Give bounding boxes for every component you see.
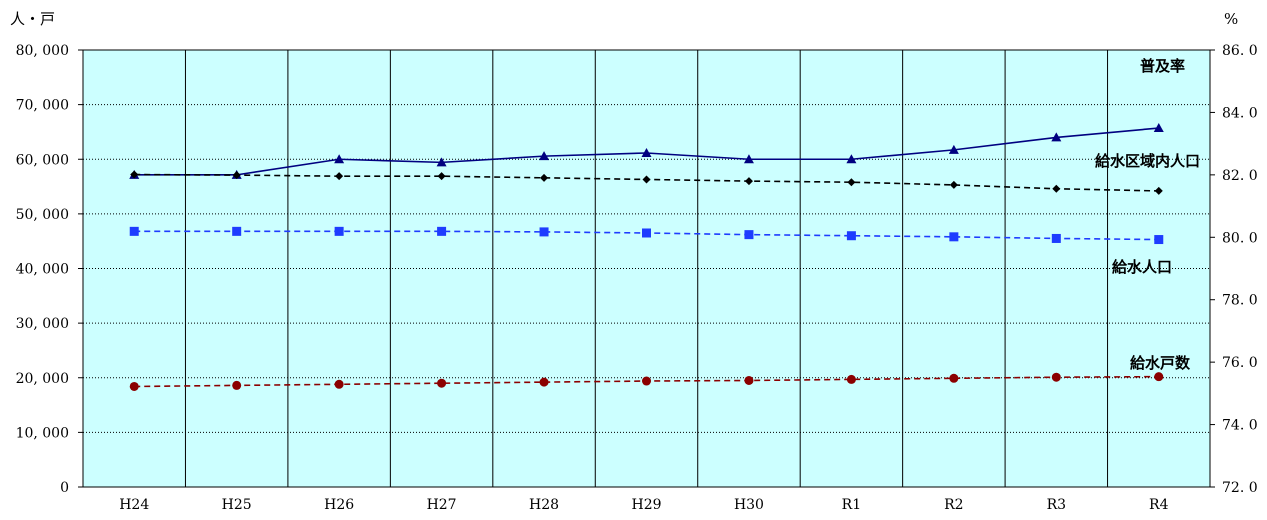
data-point-circle	[642, 376, 651, 386]
data-point-diamond	[437, 172, 446, 181]
right-tick-label: 74. 0	[1222, 418, 1258, 434]
x-tick-label: R3	[1047, 497, 1066, 513]
data-point-circle	[437, 378, 447, 388]
x-tick-label: R1	[842, 497, 861, 513]
data-point-triangle	[436, 157, 447, 167]
data-point-square	[334, 226, 344, 236]
left-tick-label: 40, 000	[16, 262, 69, 278]
data-point-triangle	[334, 154, 345, 164]
x-tick-label: H29	[631, 497, 661, 513]
data-point-circle	[232, 380, 242, 390]
data-point-triangle	[641, 148, 652, 158]
data-point-square	[949, 232, 959, 242]
data-point-circle	[334, 379, 344, 389]
data-point-square	[846, 231, 856, 241]
x-tick-label: H27	[427, 497, 457, 513]
left-tick-label: 30, 000	[16, 316, 69, 332]
x-tick-label: H28	[529, 497, 559, 513]
data-point-circle	[846, 374, 856, 384]
left-tick-label: 20, 000	[16, 371, 69, 387]
data-point-diamond	[130, 170, 139, 179]
x-tick-label: H26	[324, 497, 354, 513]
right-tick-label: 78. 0	[1222, 293, 1258, 309]
data-point-triangle	[539, 151, 550, 161]
data-point-diamond	[744, 177, 753, 186]
series-label: 給水区域内人口	[1095, 152, 1200, 170]
data-point-circle	[539, 377, 549, 387]
data-point-diamond	[335, 172, 344, 181]
left-tick-label: 10, 000	[16, 425, 69, 441]
data-point-triangle	[743, 154, 754, 164]
right-tick-label: 82. 0	[1222, 168, 1258, 184]
data-point-triangle	[1051, 132, 1062, 142]
data-point-square	[744, 230, 754, 240]
series-label: 給水人口	[1112, 258, 1172, 276]
left-tick-label: 60, 000	[16, 152, 69, 168]
x-tick-label: H30	[734, 497, 764, 513]
data-point-circle	[1051, 372, 1061, 382]
data-point-triangle	[948, 144, 959, 154]
data-point-square	[129, 226, 139, 236]
series-label: 普及率	[1140, 57, 1185, 75]
data-point-circle	[949, 373, 959, 383]
data-point-square	[232, 226, 242, 236]
data-point-diamond	[1052, 184, 1061, 193]
left-tick-label: 0	[60, 480, 69, 496]
right-tick-label: 72. 0	[1222, 480, 1258, 496]
data-point-square	[1051, 233, 1061, 243]
data-point-triangle	[846, 154, 857, 164]
data-point-square	[642, 228, 651, 238]
data-point-diamond	[847, 178, 856, 187]
data-point-square	[539, 227, 549, 237]
data-point-square	[437, 226, 447, 236]
data-point-triangle	[1153, 123, 1164, 133]
series-label: 給水戸数	[1130, 354, 1191, 372]
plot-border	[82, 49, 1211, 488]
right-tick-label: 80. 0	[1222, 230, 1258, 246]
data-point-diamond	[1154, 186, 1163, 195]
right-tick-label: 84. 0	[1222, 105, 1258, 121]
left-axis-unit: 人・戸	[10, 10, 55, 28]
data-point-diamond	[540, 173, 549, 182]
data-point-diamond	[232, 171, 241, 180]
right-tick-label: 76. 0	[1222, 355, 1258, 371]
right-axis-unit: %	[1224, 10, 1238, 28]
data-point-circle	[744, 375, 754, 385]
x-tick-label: R2	[944, 497, 963, 513]
data-point-circle	[1154, 372, 1164, 382]
left-tick-label: 70, 000	[16, 98, 69, 114]
data-point-circle	[129, 381, 139, 391]
data-point-diamond	[949, 180, 958, 189]
x-tick-label: H25	[222, 497, 252, 513]
x-tick-label: R4	[1149, 497, 1169, 513]
left-tick-label: 80, 000	[16, 43, 69, 59]
left-tick-label: 50, 000	[16, 207, 69, 223]
data-point-diamond	[642, 175, 651, 184]
right-tick-label: 86. 0	[1222, 43, 1258, 59]
x-tick-label: H24	[119, 497, 149, 513]
data-point-square	[1154, 235, 1164, 245]
